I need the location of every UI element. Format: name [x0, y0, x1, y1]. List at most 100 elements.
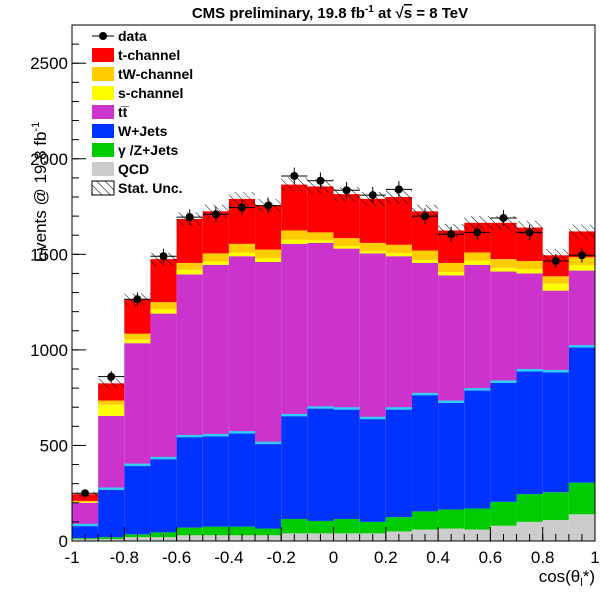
legend-label-twchannel: tW-channel [118, 66, 193, 82]
bar-ttbar-14 [438, 275, 465, 401]
bar-ttbar-17 [516, 273, 543, 369]
bar-schannel-4 [176, 269, 203, 275]
bar-schannel-19 [568, 265, 595, 271]
bar-wjets-1 [98, 487, 125, 538]
legend-label-data: data [118, 28, 147, 44]
bar-wjets-4 [176, 434, 203, 528]
bar-zjets-15 [464, 508, 491, 530]
data-point-19 [577, 251, 586, 260]
data-point-3 [159, 252, 168, 261]
bar-schannel-18 [542, 283, 569, 291]
bar-wjets-11 [359, 416, 386, 522]
legend-swatch-tchannel [92, 48, 114, 62]
stat-unc-19 [568, 224, 595, 239]
bar-twchannel-16 [490, 259, 517, 268]
x-tick-label-2: -0.6 [162, 548, 191, 567]
bar-schannel-3 [150, 309, 177, 314]
bar-schannel-10 [333, 246, 360, 249]
data-point-1 [107, 372, 116, 381]
bar-wjets-12 [385, 407, 412, 518]
legend-label-qcd: QCD [118, 161, 149, 177]
bar-twchannel-14 [438, 262, 465, 272]
x-tick-label-5: 0 [329, 548, 338, 567]
data-point-5 [211, 210, 220, 219]
bar-ttbar-0 [72, 502, 99, 524]
bar-wjets-5 [202, 433, 229, 527]
x-tick-label-7: 0.4 [426, 548, 450, 567]
bar-twchannel-10 [333, 238, 360, 247]
y-axis-title: Events @ 19.8 fb-1 [30, 122, 50, 262]
bar-zjets-6 [228, 526, 256, 536]
bar-wjets-2 [124, 463, 151, 535]
bar-schannel-12 [385, 253, 412, 257]
legend: data t-channel tW-channel s-channel tt̅ W+Jet… [91, 28, 193, 196]
bar-wjets-14 [438, 400, 465, 510]
x-tick-label-4: -0.2 [267, 548, 296, 567]
bar-twchannel-18 [542, 276, 569, 284]
bar-ttbar-1 [98, 415, 125, 488]
bar-tchannel-9 [307, 186, 334, 233]
data-points [72, 167, 595, 498]
bar-qcd-17 [516, 521, 543, 541]
legend-swatch-schannel [92, 86, 114, 100]
bar-ttbar-8 [281, 243, 308, 414]
bar-tchannel-12 [385, 197, 412, 245]
bar-schannel-17 [516, 269, 543, 274]
bar-schannel-6 [228, 252, 256, 257]
chart-title: CMS preliminary, 19.8 fb-1 at √s = 8 TeV [192, 4, 468, 22]
y-tick-label-1: 500 [40, 436, 68, 455]
bar-schannel-14 [438, 271, 465, 276]
x-tick-label-3: -0.4 [214, 548, 243, 567]
bar-tchannel-11 [359, 198, 386, 243]
bar-twchannel-1 [98, 400, 125, 405]
data-point-6 [237, 203, 246, 212]
bar-twchannel-12 [385, 244, 412, 254]
bar-ttbar-7 [255, 261, 282, 442]
bar-wjets-7 [255, 441, 282, 529]
data-point-8 [290, 171, 299, 180]
y-tick-label-3: 1500 [30, 245, 68, 264]
bar-ttbar-11 [359, 253, 386, 417]
bar-zjets-19 [568, 482, 595, 515]
legend-swatch-twchannel [92, 67, 114, 81]
data-point-11 [368, 191, 377, 200]
x-tick-label-10: 1 [590, 548, 599, 567]
data-point-18 [551, 257, 560, 266]
legend-swatch-qcd [92, 162, 114, 176]
bar-qcd-18 [542, 519, 569, 541]
legend-label-ttbar: tt̅ [118, 104, 129, 120]
bar-tchannel-3 [150, 259, 177, 303]
bar-twchannel-11 [359, 242, 386, 252]
bar-schannel-7 [255, 258, 282, 262]
bar-ttbar-5 [202, 264, 229, 434]
bar-twchannel-6 [228, 243, 256, 253]
bar-schannel-15 [464, 260, 491, 265]
bar-zjets-5 [202, 526, 229, 536]
bar-tchannel-0 [72, 494, 99, 501]
bar-wjets-3 [150, 456, 177, 533]
data-point-4 [185, 213, 194, 222]
bar-schannel-2 [124, 339, 151, 344]
data-point-0 [81, 489, 90, 498]
bar-twchannel-2 [124, 333, 151, 340]
bar-tchannel-8 [281, 184, 308, 231]
bar-schannel-11 [359, 251, 386, 254]
x-tick-label-0: -1 [64, 548, 79, 567]
bar-tchannel-4 [176, 218, 203, 263]
bar-wjets-19 [568, 345, 595, 483]
bar-ttbar-10 [333, 248, 360, 408]
bar-zjets-11 [359, 521, 386, 534]
bar-twchannel-0 [72, 500, 99, 503]
bar-zjets-18 [542, 492, 569, 520]
legend-swatch-wjets [92, 124, 114, 138]
data-point-10 [342, 186, 351, 195]
bar-twchannel-13 [411, 250, 439, 260]
bar-twchannel-5 [202, 253, 229, 262]
bar-ttbar-6 [228, 256, 256, 432]
bar-ttbar-18 [542, 290, 569, 370]
bar-ttbar-12 [385, 256, 412, 408]
bar-ttbar-2 [124, 343, 151, 464]
stacked-histogram [72, 184, 595, 541]
bar-qcd-16 [490, 525, 517, 541]
bar-zjets-13 [411, 511, 439, 530]
